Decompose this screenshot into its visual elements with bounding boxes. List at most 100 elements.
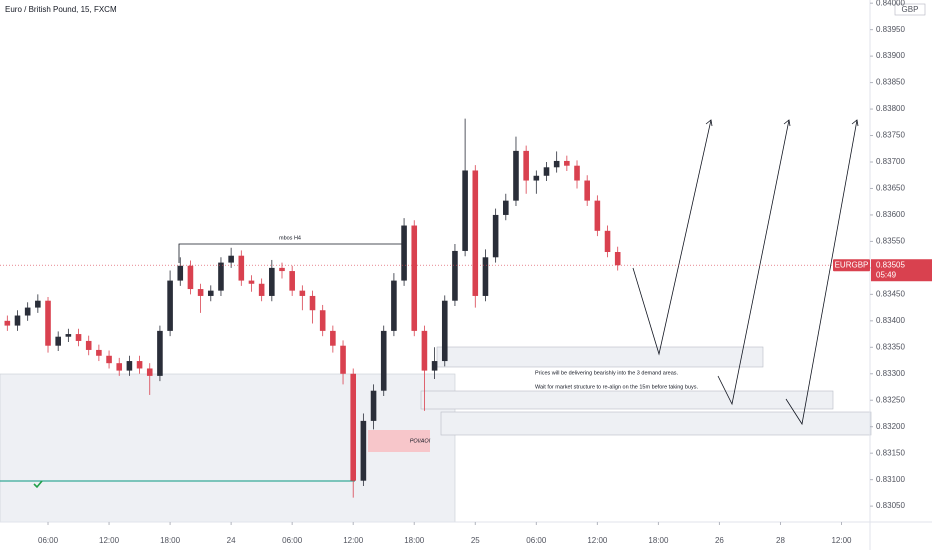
demand-zone	[440, 411, 872, 436]
demand-zone	[420, 390, 834, 410]
x-tick-label: 12:00	[587, 536, 608, 545]
y-tick-label: 0.83900	[876, 51, 905, 60]
candle-body	[269, 267, 275, 296]
candle-body	[523, 150, 529, 181]
candle-body	[319, 310, 326, 331]
y-tick-label: 0.83600	[876, 210, 905, 219]
y-tick-label: 0.83650	[876, 184, 905, 193]
candle-body	[238, 255, 245, 281]
candle-body	[65, 334, 72, 337]
x-tick-label: 06:00	[282, 536, 303, 545]
x-tick-label: 26	[715, 536, 724, 545]
poi-zone	[368, 430, 430, 452]
countdown: 05:49	[876, 270, 897, 279]
candle-body	[75, 334, 82, 341]
symbol: EURGBP	[835, 260, 869, 269]
y-tick-label: 0.83350	[876, 342, 905, 351]
annotation: Wait for market structure to re-align on…	[535, 384, 699, 390]
x-tick-label: 06:00	[526, 536, 547, 545]
structure-line	[178, 240, 406, 263]
x-tick-label: 28	[776, 536, 785, 545]
annotation: Prices will be delivering bearishly into…	[535, 370, 679, 376]
candle-body	[55, 336, 61, 346]
candle-body	[279, 267, 285, 272]
candle-body	[14, 315, 21, 326]
candle-body	[360, 420, 367, 481]
y-tick-label: 0.83400	[876, 316, 905, 325]
candle-body	[614, 252, 621, 266]
demand-zone	[436, 346, 764, 368]
candle-body	[513, 150, 519, 201]
candle-body	[96, 349, 102, 356]
x-tick-label: 24	[227, 536, 236, 545]
y-tick-label: 0.83550	[876, 237, 905, 246]
candle-body	[421, 330, 428, 371]
annotation: mbos H4	[279, 235, 301, 241]
candle-body	[584, 180, 590, 201]
projection-arrows	[632, 119, 859, 426]
candle-body	[401, 225, 407, 281]
candle-body	[594, 200, 601, 231]
candle-body	[492, 214, 499, 258]
last-price-label: 0.83505	[876, 260, 905, 269]
candle-body	[503, 200, 509, 215]
candle-body	[146, 368, 153, 376]
candle-body	[574, 165, 580, 181]
candle-body	[85, 340, 92, 350]
candle-body	[431, 361, 438, 371]
x-tick-label: 18:00	[404, 536, 425, 545]
x-tick-label: 18:00	[648, 536, 669, 545]
symbol-tag	[833, 259, 870, 272]
y-tick-label: 0.83300	[876, 369, 905, 378]
currency: GBP	[902, 5, 919, 14]
candle-body	[309, 295, 316, 311]
x-tick-label: 18:00	[160, 536, 181, 545]
candle-body	[218, 262, 224, 291]
x-tick-label: 25	[471, 536, 480, 545]
x-tick-label: 12:00	[99, 536, 120, 545]
y-tick-label: 0.83450	[876, 289, 905, 298]
candle-body	[564, 160, 570, 166]
candle-body	[228, 255, 234, 263]
candle-body	[157, 330, 163, 376]
x-tick-label: 12:00	[831, 536, 852, 545]
y-tick-label: 0.83200	[876, 422, 905, 431]
y-tick-label: 0.83700	[876, 157, 905, 166]
chart-title: Euro / British Pound, 15, FXCM	[5, 5, 117, 14]
candle-body	[258, 283, 265, 296]
candle-body	[167, 280, 173, 331]
x-tick-label: 06:00	[38, 536, 59, 545]
candle-body	[553, 160, 560, 168]
candle-body	[370, 390, 377, 421]
candle-body	[207, 290, 214, 296]
candle-body	[299, 290, 306, 296]
candle-body	[197, 289, 204, 296]
y-tick-label: 0.83050	[876, 501, 905, 510]
annotation: POI/AOI	[410, 438, 431, 444]
candle-body	[187, 265, 194, 290]
candle-body	[340, 345, 346, 374]
currency-box	[894, 3, 926, 16]
y-tick-label: 0.83250	[876, 395, 905, 404]
candle-body	[441, 300, 448, 362]
candle-body	[482, 257, 489, 296]
candle-body	[330, 330, 336, 346]
candle-body	[604, 230, 611, 252]
price-tag	[871, 259, 932, 282]
candle-body	[45, 300, 51, 346]
candle-body	[289, 271, 295, 291]
y-tick-label: 0.83100	[876, 475, 905, 484]
candle-body	[35, 300, 41, 308]
candle-body	[391, 280, 397, 331]
candle-body	[136, 361, 143, 369]
y-tick-label: 0.83850	[876, 78, 905, 87]
y-tick-label: 0.83800	[876, 104, 905, 113]
candle-body	[24, 307, 31, 316]
candle-body	[411, 225, 418, 331]
candle-body	[380, 330, 387, 391]
candle-body	[116, 363, 123, 371]
check-icon	[33, 480, 43, 489]
candle-body	[452, 250, 458, 301]
y-tick-label: 0.84000	[876, 0, 905, 7]
